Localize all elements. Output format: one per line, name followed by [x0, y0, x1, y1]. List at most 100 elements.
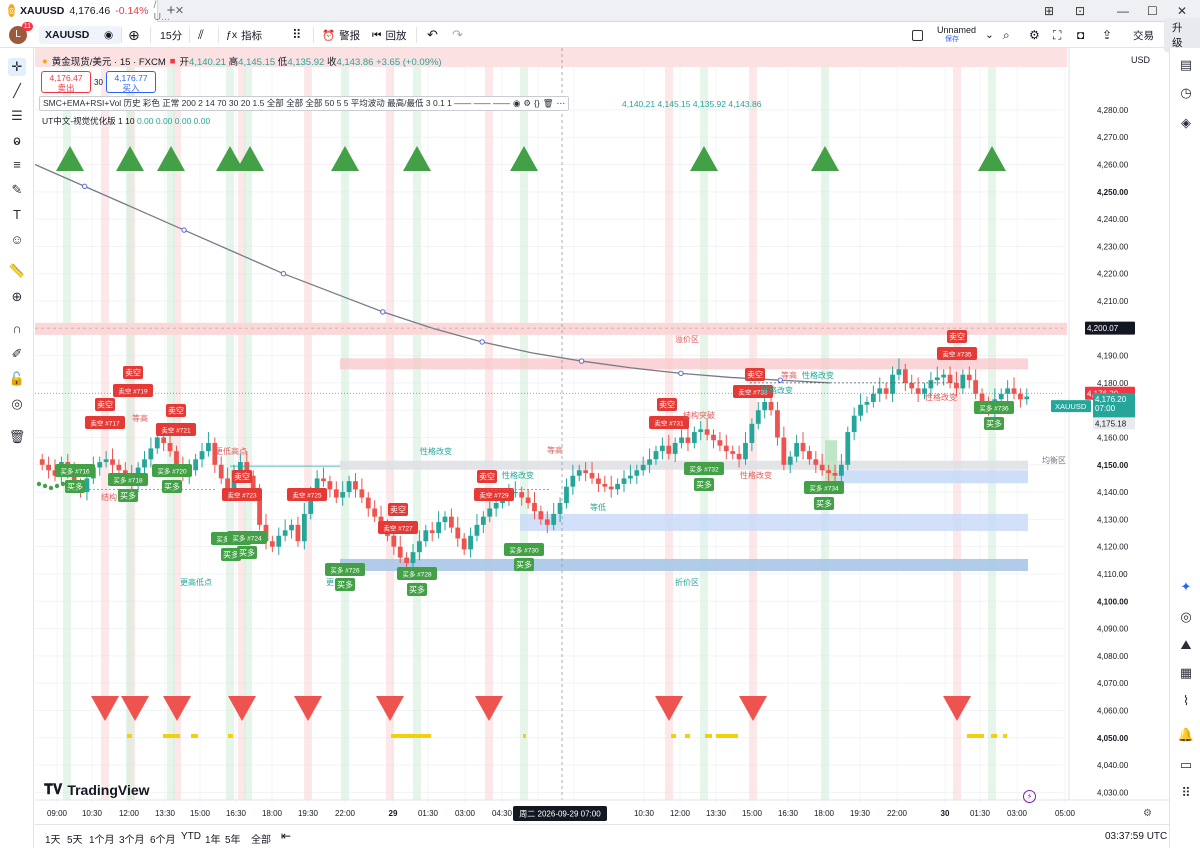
zoom-in-icon[interactable]: ⊕ — [11, 289, 23, 304]
range-button-4[interactable]: 6个月 — [150, 835, 176, 846]
text-icon[interactable]: T — [13, 207, 21, 222]
avatar[interactable]: L 11 — [9, 22, 33, 44]
sparkle-icon[interactable]: ✦ — [1180, 579, 1192, 594]
replay-label: 回放 — [385, 29, 407, 42]
user-menu[interactable]: L 11 — [9, 22, 33, 44]
indicator-ut-legend[interactable]: UT中文-视觉优化版 1 10 0.00 0.00 0.00 0.00 — [42, 115, 210, 127]
range-button-6[interactable]: 1年 — [205, 835, 221, 846]
sell-tag-text: 卖空 #719 — [118, 387, 148, 396]
indicators-button[interactable]: ƒx 指标 — [226, 26, 262, 44]
indicator-smc-legend[interactable]: SMC+EMA+RSI+Vol 历史 彩色 正常 200 2 14 70 30 … — [39, 96, 569, 111]
add-symbol-icon[interactable]: ⊕ — [128, 26, 140, 43]
lock-drawing-icon[interactable]: ✐ — [11, 346, 23, 361]
eye-icon[interactable]: ◉ — [104, 29, 114, 41]
ruler-icon[interactable]: 📏 — [8, 263, 26, 278]
brush-icon[interactable]: ✎ — [11, 182, 23, 197]
yellow-signal-bar — [1003, 734, 1007, 738]
close-tab-icon[interactable]: ✕ — [174, 5, 185, 17]
settings-icon[interactable]: ⚙ — [1029, 28, 1040, 42]
candle-body — [116, 464, 122, 471]
currency-label[interactable]: USD — [1131, 55, 1151, 65]
trash-icon[interactable]: 🗑 — [542, 98, 554, 108]
trade-button[interactable]: 交易 — [1133, 29, 1154, 42]
candle-type-icon[interactable]: ⫽ — [198, 27, 204, 42]
candle-body — [813, 459, 819, 465]
publish-icon[interactable]: ⇪ — [1102, 28, 1113, 42]
range-button-2[interactable]: 1个月 — [89, 835, 115, 846]
trend-line-icon[interactable]: ╱ — [13, 83, 21, 98]
browser-tab[interactable]: ◎ XAUUSD 4,176.46 -0.14% / U... ✕ — [0, 0, 184, 23]
undo-icon[interactable]: ↶ — [427, 27, 438, 42]
ut-dot — [36, 481, 42, 487]
lightning-icon[interactable]: ⚡ — [1023, 790, 1036, 803]
fullscreen-icon[interactable]: ⛶ — [1053, 27, 1062, 42]
search-icon[interactable]: ⌕ — [1003, 27, 1010, 42]
eye-icon[interactable]: ◉ — [512, 98, 521, 108]
notifications-icon[interactable]: 🔔 — [1177, 727, 1195, 742]
buy-button[interactable]: 4,176.77 买入 — [106, 71, 156, 93]
layout-icon[interactable]: ⊞ — [1044, 4, 1055, 18]
candle-body — [442, 516, 448, 523]
maximize-icon[interactable]: ☐ — [1147, 4, 1158, 18]
candle-body — [647, 459, 652, 465]
replay-button[interactable]: ⏮ 回放 — [372, 26, 406, 44]
sell-signal-band — [953, 48, 961, 800]
visibility-icon[interactable]: ◎ — [11, 396, 23, 411]
range-button-8[interactable]: 全部 — [251, 835, 271, 846]
minimize-icon[interactable]: — — [1117, 4, 1129, 18]
price-tick-label: 4,040.00 — [1097, 761, 1129, 770]
alert-button[interactable]: ⏰ 警报 — [322, 26, 360, 44]
symbol-search[interactable]: XAUUSD — [39, 26, 121, 44]
crosshair-time-box — [513, 806, 607, 821]
alerts-clock-icon[interactable]: ◷ — [1180, 85, 1192, 100]
range-button-1[interactable]: 5天 — [67, 835, 83, 846]
interval-button[interactable]: 15分 — [160, 29, 183, 42]
sell-button[interactable]: 4,176.47 卖出 — [41, 71, 91, 93]
candle-body — [634, 470, 640, 476]
clock[interactable]: 03:37:59 UTC — [1105, 831, 1168, 842]
target-icon[interactable]: ◎ — [1180, 609, 1192, 624]
trash-icon[interactable]: 🗑 — [8, 429, 26, 444]
range-button-7[interactable]: 5年 — [225, 835, 241, 846]
candle-body — [480, 516, 486, 525]
emoji-icon[interactable]: ☺ — [10, 232, 24, 247]
close-window-icon[interactable]: ✕ — [1177, 4, 1188, 18]
upgrade-button[interactable]: 升级 — [1164, 18, 1200, 52]
tab-price: 4,176.46 — [69, 4, 111, 17]
chat-icon[interactable]: ▭ — [1179, 757, 1193, 772]
redo-icon[interactable]: ↷ — [452, 27, 463, 42]
buy-triangle — [216, 146, 244, 171]
streams-icon[interactable]: ⌇ — [1182, 693, 1190, 708]
price-chart[interactable]: 4,280.00 4,270.00 4,260.00 4,250.00 4,240.00… — [35, 48, 1169, 824]
symbol-input[interactable]: XAUUSD — [39, 26, 121, 44]
ideas-icon[interactable]: ⛰ — [1180, 637, 1192, 652]
prev-price-box — [1093, 417, 1135, 430]
watchlist-icon[interactable]: ▤ — [1179, 57, 1193, 72]
range-button-3[interactable]: 3个月 — [119, 835, 145, 846]
pitchfork-icon[interactable]: ⱺ — [13, 133, 21, 148]
crosshair-icon[interactable]: ✛ — [8, 58, 26, 76]
new-tab-icon[interactable]: + — [166, 2, 176, 19]
range-button-0[interactable]: 1天 — [45, 835, 61, 846]
price-tick-label: 4,070.00 — [1097, 679, 1129, 688]
horizontal-lines-icon[interactable]: ☰ — [11, 108, 23, 123]
range-button-5[interactable]: YTD — [181, 831, 201, 842]
camera-icon[interactable]: ◘ — [1077, 28, 1085, 42]
templates-icon[interactable]: ⠿ — [292, 27, 302, 42]
calendar-icon[interactable]: ▦ — [1179, 665, 1193, 680]
settings-icon[interactable]: ⚙ — [523, 98, 531, 108]
fib-icon[interactable]: ≡ — [13, 157, 21, 172]
layers-icon[interactable]: ◈ — [1181, 115, 1191, 130]
source-icon[interactable]: {} — [534, 98, 540, 108]
pin-icon[interactable]: ⊡ — [1075, 4, 1086, 18]
indicator-smc-label: SMC+EMA+RSI+Vol 历史 彩色 正常 200 2 14 70 30 … — [43, 98, 510, 108]
magnet-icon[interactable]: ∩ — [12, 321, 22, 336]
smc-annotation: 均衡区 — [1042, 455, 1066, 465]
more-icon[interactable]: ⋯ — [556, 98, 565, 108]
date-range-icon[interactable]: ⇤ — [281, 829, 292, 843]
apps-icon[interactable]: ⠿ — [1181, 785, 1191, 800]
lock-icon[interactable]: 🔓 — [8, 371, 26, 386]
sell-tag-text: 卖空 #729 — [479, 491, 509, 500]
layout-menu[interactable]: Unnamed 保存 ⌄ — [912, 26, 994, 44]
buy-signal-band — [63, 48, 71, 800]
